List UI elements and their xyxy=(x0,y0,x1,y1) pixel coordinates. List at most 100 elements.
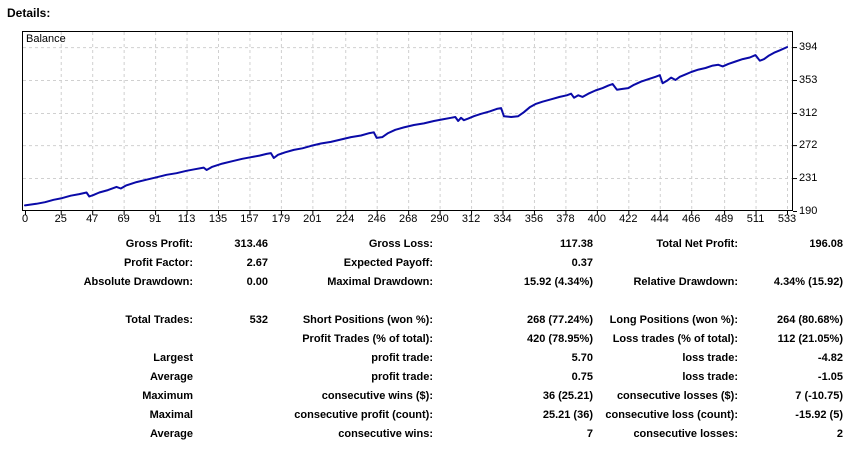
x-axis-tick-label: 444 xyxy=(650,213,669,225)
stat-label: Maximum xyxy=(142,389,193,402)
stat-label: Average xyxy=(149,427,193,440)
y-axis-tick-label: 190 xyxy=(799,205,818,217)
stat-value: 2.67 xyxy=(246,256,268,269)
stat-value: 7 xyxy=(586,427,593,440)
stat-label: Expected Payoff: xyxy=(343,256,433,269)
x-axis-tick-label: 0 xyxy=(21,213,29,225)
stat-label: Gross Loss: xyxy=(368,237,433,250)
stat-label: Profit Trades (% of total): xyxy=(302,332,433,345)
x-axis-tick-label: 378 xyxy=(556,213,575,225)
stats-row: Absolute Drawdown: 0.00 Maximal Drawdown: 1… xyxy=(0,272,853,291)
y-axis-tick-label: 394 xyxy=(799,41,818,54)
stat-label: consecutive loss (count): xyxy=(605,408,738,421)
x-axis-tick-label: 290 xyxy=(430,213,449,225)
balance-chart-svg xyxy=(22,31,797,215)
x-axis-tick-label: 466 xyxy=(682,213,701,225)
stats-row: Largest profit trade: 5.70 loss trade: -4.82 xyxy=(0,348,853,367)
stat-value: 5.70 xyxy=(571,351,593,364)
stat-label: consecutive profit (count): xyxy=(294,408,433,421)
stat-label: profit trade: xyxy=(371,370,433,383)
stat-value: -4.82 xyxy=(817,351,843,364)
x-axis-tick-label: 533 xyxy=(777,213,797,225)
stat-label: Relative Drawdown: xyxy=(633,275,738,288)
stats-table: Gross Profit: 313.46 Gross Loss: 117.38 Tota… xyxy=(0,234,853,443)
y-axis-tick-label: 231 xyxy=(799,172,818,185)
stat-value: -1.05 xyxy=(817,370,843,383)
stat-label: consecutive wins: xyxy=(338,427,433,440)
stat-label: Largest xyxy=(153,351,193,364)
stat-label: loss trade: xyxy=(682,370,738,383)
stat-label: Loss trades (% of total): xyxy=(612,332,738,345)
y-axis-tick-label: 353 xyxy=(799,74,818,87)
stat-value: 196.08 xyxy=(809,237,843,250)
stat-value: 268 (77.24%) xyxy=(526,313,593,326)
stat-value: 2 xyxy=(836,427,843,440)
stat-label: Gross Profit: xyxy=(125,237,193,250)
x-axis-tick-label: 400 xyxy=(587,213,607,225)
stats-row: Average consecutive wins: 7 consecutive los… xyxy=(0,424,853,443)
stat-value: -15.92 (5) xyxy=(795,408,843,421)
x-axis-tick-label: 69 xyxy=(117,213,130,225)
stat-value: 36 (25.21) xyxy=(542,389,593,402)
stat-value: 0.37 xyxy=(571,256,593,269)
stat-value: 15.92 (4.34%) xyxy=(523,275,593,288)
balance-chart-plot: Balance xyxy=(22,31,797,215)
y-axis-tick-label: 272 xyxy=(799,139,818,152)
stat-value: 112 (21.05%) xyxy=(777,332,843,345)
stat-value: 532 xyxy=(249,313,268,326)
stat-label: Maximal xyxy=(149,408,193,421)
x-axis-tick-label: 91 xyxy=(148,213,162,225)
stat-label: loss trade: xyxy=(682,351,738,364)
x-axis-tick-label: 135 xyxy=(208,213,228,225)
stat-value: 264 (80.68%) xyxy=(776,313,843,326)
stat-label: Maximal Drawdown: xyxy=(327,275,433,288)
x-axis-tick-label: 511 xyxy=(746,213,765,225)
x-axis-tick-label: 312 xyxy=(461,213,481,225)
x-axis-tick-label: 47 xyxy=(86,213,99,225)
y-axis-tick-label: 312 xyxy=(799,106,818,119)
stat-label: Absolute Drawdown: xyxy=(83,275,193,288)
stat-label: Profit Factor: xyxy=(123,256,193,269)
x-axis-tick-label: 179 xyxy=(271,213,291,225)
x-axis-tick-label: 422 xyxy=(619,213,638,225)
x-axis-tick-label: 113 xyxy=(177,213,196,225)
x-axis-tick-label: 489 xyxy=(714,213,734,225)
stat-label: Average xyxy=(149,370,193,383)
stat-label: consecutive losses: xyxy=(633,427,738,440)
stats-row: Maximum consecutive wins ($): 36 (25.21) co… xyxy=(0,386,853,405)
chart-series-label: Balance xyxy=(26,33,66,45)
stat-value: 25.21 (36) xyxy=(542,408,593,421)
stat-value: 313.46 xyxy=(234,237,268,250)
stat-label: consecutive wins ($): xyxy=(321,389,433,402)
x-axis-tick-label: 157 xyxy=(240,213,259,225)
page-title: Details: xyxy=(7,6,51,20)
x-axis-tick-label: 246 xyxy=(367,213,386,225)
stats-row: Profit Trades (% of total): 420 (78.95%) L… xyxy=(0,329,853,348)
stats-row: Gross Profit: 313.46 Gross Loss: 117.38 Tota… xyxy=(0,234,853,253)
x-axis-tick-label: 356 xyxy=(524,213,544,225)
stat-label: Short Positions (won %): xyxy=(302,313,433,326)
stats-row: Total Trades: 532 Short Positions (won %):… xyxy=(0,310,853,329)
stats-row: Maximal consecutive profit (count): 25.21 … xyxy=(0,405,853,424)
stat-value: 4.34% (15.92) xyxy=(773,275,843,288)
stat-label: Long Positions (won %): xyxy=(609,313,738,326)
stat-value: 117.38 xyxy=(559,237,593,250)
x-axis-tick-label: 334 xyxy=(493,213,512,225)
stat-value: 7 (-10.75) xyxy=(795,389,843,402)
x-axis-tick-label: 224 xyxy=(336,213,355,225)
x-axis-tick-label: 201 xyxy=(303,213,322,225)
x-axis-tick-label: 25 xyxy=(54,213,67,225)
stat-label: profit trade: xyxy=(371,351,433,364)
stat-label: Total Trades: xyxy=(125,313,193,326)
stat-label: Total Net Profit: xyxy=(656,237,738,250)
stat-value: 420 (78.95%) xyxy=(526,332,593,345)
stat-value: 0.00 xyxy=(246,275,268,288)
x-axis-tick-label: 268 xyxy=(398,213,418,225)
stat-value: 0.75 xyxy=(571,370,593,383)
balance-line xyxy=(24,46,788,207)
stat-label: consecutive losses ($): xyxy=(616,389,738,402)
stats-spacer-row xyxy=(0,291,853,310)
stats-row: Profit Factor: 2.67 Expected Payoff: 0.37 xyxy=(0,253,853,272)
stats-row: Average profit trade: 0.75 loss trade: -1.05 xyxy=(0,367,853,386)
